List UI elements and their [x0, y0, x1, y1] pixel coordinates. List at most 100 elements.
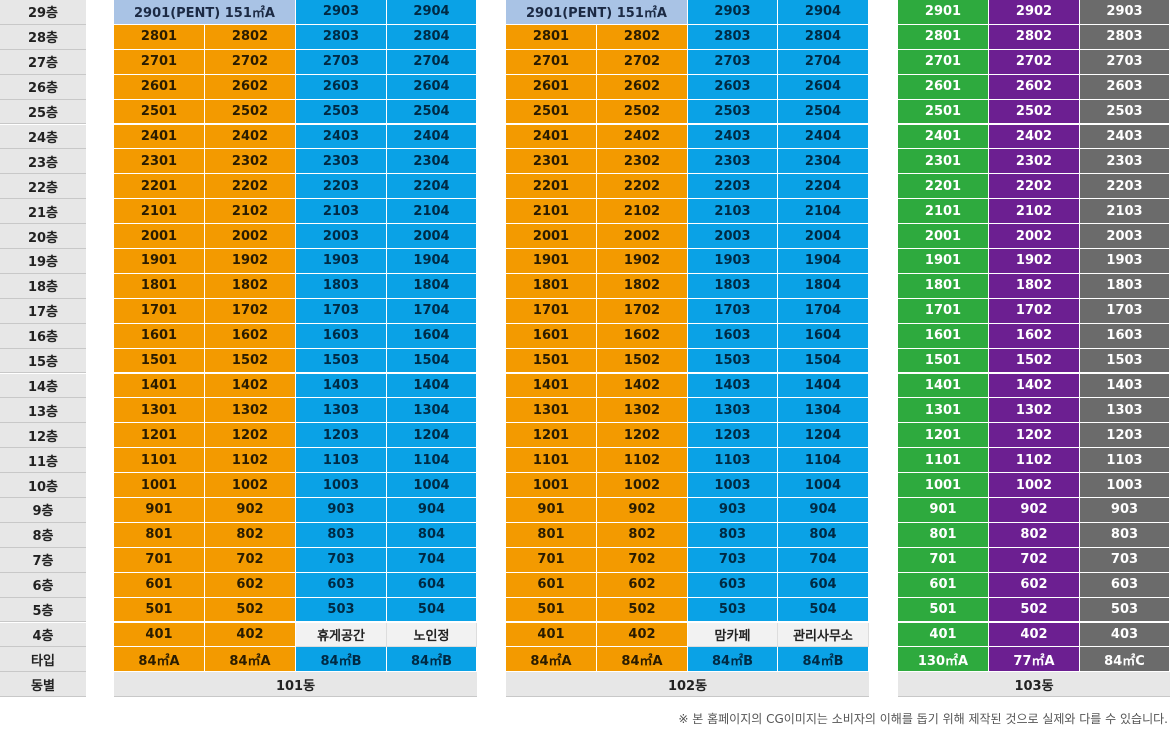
unit-cell: 1901	[114, 249, 205, 274]
unit-cell: 2401	[506, 124, 597, 150]
unit-cell: 1503	[1080, 348, 1170, 374]
unit-cell: 2302	[205, 149, 296, 175]
unit-cell: 2601	[506, 74, 597, 100]
floor-label: 5층	[0, 597, 86, 623]
unit-cell: 2903	[688, 0, 778, 25]
unit-cell: 1403	[688, 373, 778, 399]
unit-cell: 2602	[205, 74, 296, 100]
unit-cell: 802	[205, 522, 296, 548]
unit-cell: 1302	[597, 398, 688, 424]
unit-cell: 2102	[989, 199, 1080, 225]
floor-label: 동별	[0, 672, 86, 698]
unit-cell: 1204	[387, 423, 477, 449]
unit-cell: 701	[114, 547, 205, 573]
unit-cell: 2702	[205, 49, 296, 75]
unit-cell: 1301	[114, 398, 205, 424]
unit-cell: 2604	[387, 74, 477, 100]
unit-cell: 1704	[778, 298, 869, 324]
unit-cell: 703	[688, 547, 778, 573]
unit-cell: 1001	[506, 473, 597, 498]
unit-cell: 2603	[296, 74, 387, 100]
unit-cell: 2204	[387, 174, 477, 200]
unit-cell: 1602	[205, 323, 296, 349]
unit-cell: 1602	[989, 323, 1080, 349]
unit-cell: 1504	[778, 348, 869, 374]
unit-cell: 1004	[387, 473, 477, 498]
unit-cell: 801	[114, 522, 205, 548]
unit-cell: 2802	[597, 24, 688, 50]
unit-cell: 1104	[387, 448, 477, 474]
facility-label: 관리사무소	[778, 622, 869, 648]
unit-cell: 703	[296, 547, 387, 573]
unit-cell: 1901	[898, 249, 989, 274]
unit-cell: 1201	[506, 423, 597, 449]
unit-cell: 1803	[1080, 273, 1170, 299]
floor-label: 9층	[0, 498, 86, 523]
unit-cell: 1101	[114, 448, 205, 474]
unit-cell: 1404	[387, 373, 477, 399]
unit-cell: 2402	[597, 124, 688, 150]
unit-cell: 1102	[597, 448, 688, 474]
unit-cell: 2101	[114, 199, 205, 225]
unit-cell: 1002	[205, 473, 296, 498]
unit-cell: 1303	[688, 398, 778, 424]
unit-type-label: 84㎡B	[778, 647, 869, 673]
unit-cell: 2004	[387, 224, 477, 249]
unit-type-label: 77㎡A	[989, 647, 1080, 673]
unit-cell: 502	[597, 597, 688, 623]
unit-cell: 1502	[989, 348, 1080, 374]
unit-cell: 2003	[296, 224, 387, 249]
facility-label: 휴게공간	[296, 622, 387, 648]
unit-cell: 2501	[506, 99, 597, 125]
unit-cell: 2603	[1080, 74, 1170, 100]
unit-cell: 1901	[506, 249, 597, 274]
unit-cell: 1804	[387, 273, 477, 299]
unit-cell: 2402	[205, 124, 296, 150]
floor-label: 18층	[0, 273, 86, 299]
unit-cell: 2904	[387, 0, 477, 25]
unit-cell: 1501	[898, 348, 989, 374]
floor-label: 17층	[0, 298, 86, 324]
unit-cell: 1601	[898, 323, 989, 349]
unit-cell: 1603	[688, 323, 778, 349]
unit-cell: 1903	[688, 249, 778, 274]
unit-cell: 1802	[597, 273, 688, 299]
unit-cell: 603	[296, 572, 387, 598]
unit-cell: 1803	[688, 273, 778, 299]
unit-cell: 1701	[898, 298, 989, 324]
unit-cell: 402	[597, 622, 688, 648]
unit-cell: 1402	[205, 373, 296, 399]
floor-label: 6층	[0, 572, 86, 598]
unit-cell: 2204	[778, 174, 869, 200]
unit-cell: 2101	[898, 199, 989, 225]
unit-cell: 1503	[296, 348, 387, 374]
floor-label: 25층	[0, 99, 86, 125]
floor-label: 29층	[0, 0, 86, 25]
unit-cell: 2403	[688, 124, 778, 150]
unit-cell: 601	[506, 572, 597, 598]
unit-cell: 1003	[688, 473, 778, 498]
unit-cell: 1502	[205, 348, 296, 374]
unit-cell: 2502	[597, 99, 688, 125]
unit-cell: 501	[898, 597, 989, 623]
unit-cell: 504	[778, 597, 869, 623]
unit-cell: 504	[387, 597, 477, 623]
unit-cell: 1903	[1080, 249, 1170, 274]
building-name: 101동	[114, 672, 477, 698]
floor-label: 4층	[0, 622, 86, 648]
unit-cell: 2004	[778, 224, 869, 249]
unit-cell: 1603	[296, 323, 387, 349]
unit-cell: 603	[688, 572, 778, 598]
unit-cell: 2304	[778, 149, 869, 175]
unit-cell: 2501	[114, 99, 205, 125]
unit-cell: 502	[989, 597, 1080, 623]
unit-cell: 2002	[989, 224, 1080, 249]
unit-cell: 2802	[205, 24, 296, 50]
unit-cell: 2503	[688, 99, 778, 125]
unit-cell: 2202	[205, 174, 296, 200]
unit-cell: 2102	[205, 199, 296, 225]
unit-cell: 2903	[296, 0, 387, 25]
unit-cell: 1004	[778, 473, 869, 498]
unit-cell: 1003	[296, 473, 387, 498]
unit-cell: 2203	[688, 174, 778, 200]
